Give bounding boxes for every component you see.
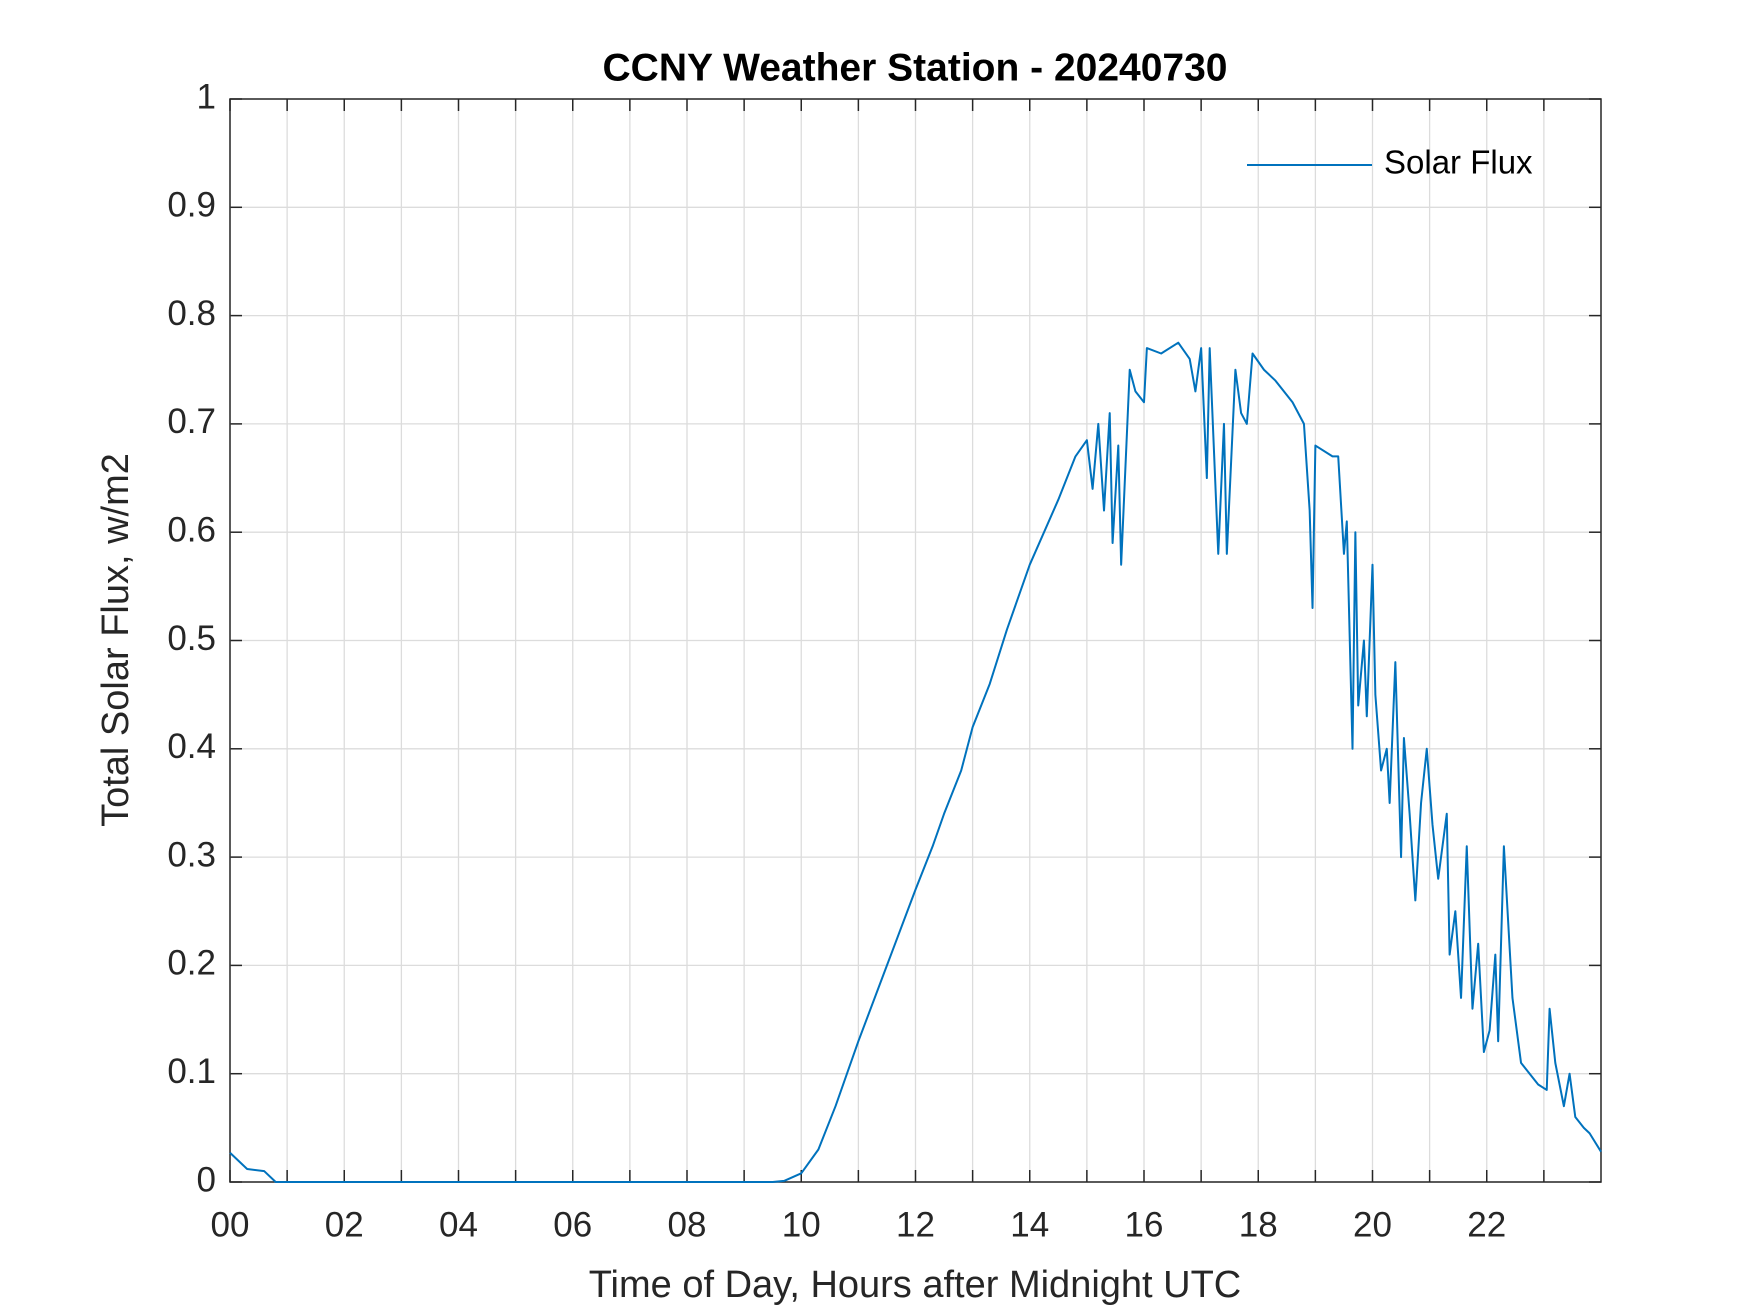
x-tick-label: 06 <box>553 1205 592 1244</box>
y-tick-label: 0.8 <box>167 294 216 333</box>
y-tick-label: 0.7 <box>167 402 216 441</box>
y-tick-label: 0.6 <box>167 510 216 549</box>
x-tick-label: 16 <box>1125 1205 1164 1244</box>
y-tick-label: 0.5 <box>167 619 216 658</box>
y-axis-label: Total Solar Flux, w/m2 <box>95 453 137 827</box>
x-tick-label: 04 <box>439 1205 478 1244</box>
x-tick-label: 14 <box>1010 1205 1049 1244</box>
y-tick-label: 0.3 <box>167 835 216 874</box>
x-tick-label: 10 <box>782 1205 821 1244</box>
y-tick-label: 0.1 <box>167 1052 216 1091</box>
x-axis-label: Time of Day, Hours after Midnight UTC <box>589 1264 1242 1306</box>
x-tick-label: 22 <box>1467 1205 1506 1244</box>
y-tick-label: 0.9 <box>167 186 216 225</box>
x-tick-label: 18 <box>1239 1205 1278 1244</box>
plot-frame <box>229 98 1602 1183</box>
y-tick-label: 0 <box>197 1160 216 1199</box>
y-tick-label: 0.2 <box>167 944 216 983</box>
chart-title: CCNY Weather Station - 20240730 <box>603 46 1228 89</box>
x-tick-label: 12 <box>896 1205 935 1244</box>
x-tick-label: 00 <box>211 1205 250 1244</box>
x-tick-label: 08 <box>668 1205 707 1244</box>
y-tick-label: 1 <box>197 77 216 116</box>
x-tick-label: 20 <box>1353 1205 1392 1244</box>
legend-label: Solar Flux <box>1384 144 1533 181</box>
data-line <box>229 341 1602 1183</box>
y-tick-label: 0.4 <box>167 727 216 766</box>
x-tick-label: 02 <box>325 1205 364 1244</box>
